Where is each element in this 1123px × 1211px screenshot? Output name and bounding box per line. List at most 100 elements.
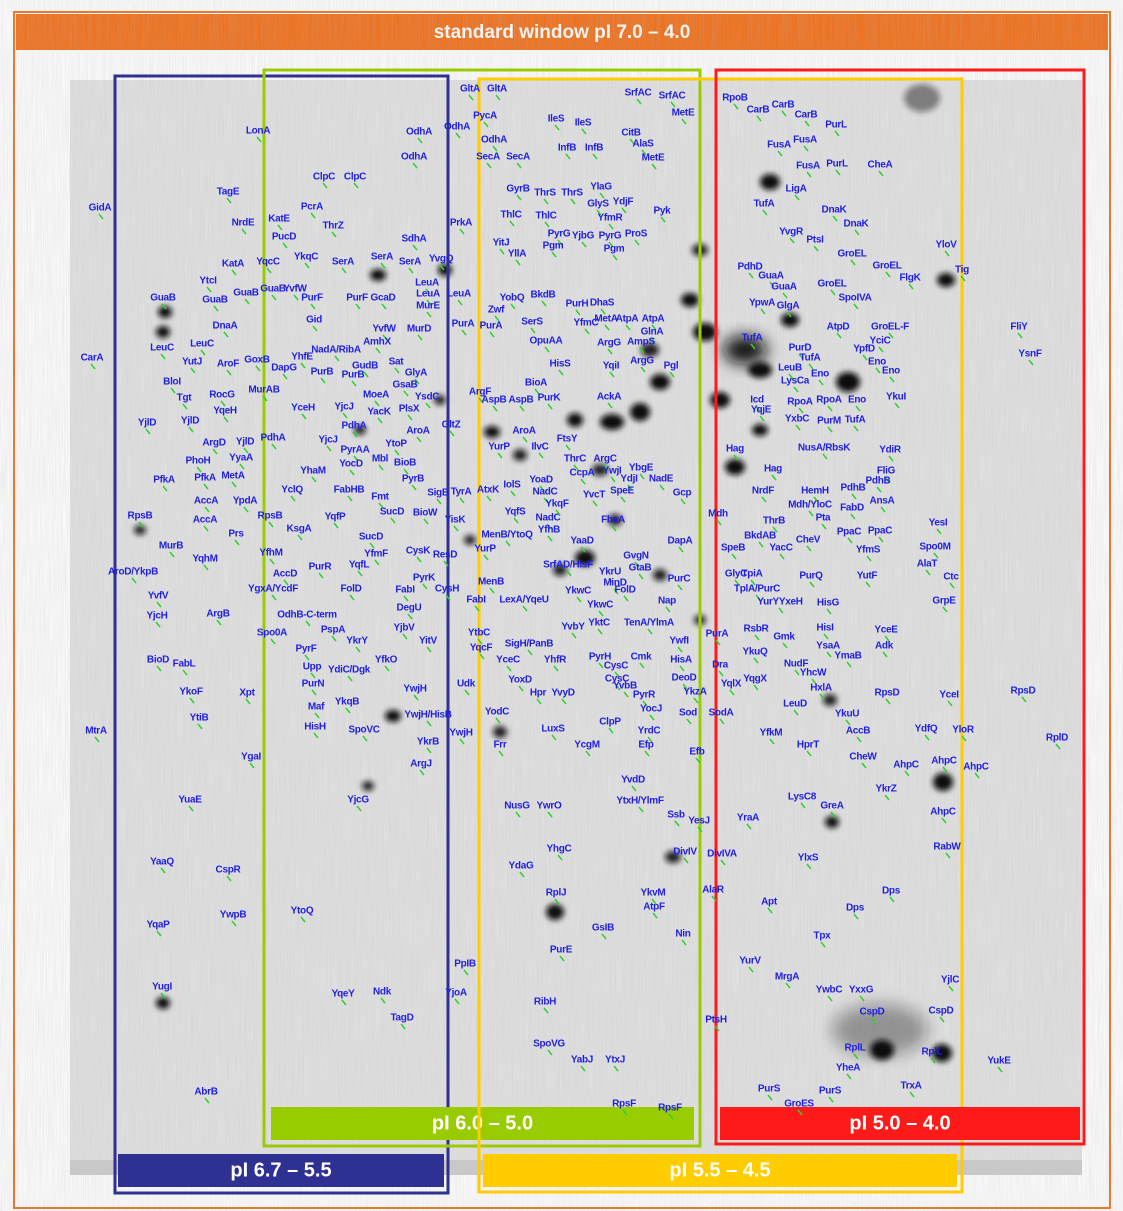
spot-label: SerS bbox=[521, 317, 543, 328]
spot-label: Udk bbox=[457, 679, 476, 690]
spot-label: AhpC bbox=[893, 760, 919, 771]
spot-label: SerA bbox=[399, 257, 421, 268]
spot-label: PurF bbox=[346, 293, 368, 304]
spot-label: SdhA bbox=[402, 234, 427, 245]
spot-label: GvgN bbox=[623, 551, 649, 562]
spot-label: NadA/RibA bbox=[311, 345, 361, 356]
spot-label: MetA bbox=[594, 314, 617, 325]
spot-label: YtxH/YlmF bbox=[616, 796, 664, 807]
spot-label: SecA bbox=[506, 152, 530, 163]
spot-label: YukE bbox=[987, 1056, 1011, 1067]
spot-label: YocD bbox=[339, 459, 363, 470]
spot-label: YjbG bbox=[572, 231, 595, 242]
spot-label: GuaB bbox=[202, 295, 228, 306]
spot-label: AtpA bbox=[616, 314, 639, 325]
spot-label: YjcJ bbox=[318, 435, 337, 446]
spot-label: GidA bbox=[89, 203, 112, 214]
spot-label: PurA bbox=[480, 321, 503, 332]
spot-label: SpeE bbox=[610, 486, 634, 497]
spot-label: KatE bbox=[268, 214, 290, 225]
spot-label: YclQ bbox=[281, 485, 303, 496]
spot-label: FusA bbox=[767, 140, 791, 151]
spot-label: SpoVG bbox=[533, 1039, 565, 1050]
gel-spot bbox=[385, 710, 401, 722]
spot-label: KatA bbox=[222, 259, 244, 270]
spot-label: Cmk bbox=[631, 652, 653, 663]
spot-label: YjlD bbox=[181, 416, 199, 427]
spot-label: YkwC bbox=[565, 586, 591, 597]
spot-label: YtcI bbox=[199, 276, 217, 287]
spot-label: MenB bbox=[478, 577, 504, 588]
spot-label: DegU bbox=[397, 603, 422, 614]
spot-label: YlxS bbox=[798, 853, 819, 864]
spot-label: YutF bbox=[857, 571, 878, 582]
spot-label: HisA bbox=[670, 655, 692, 666]
spot-label: PtsI bbox=[806, 235, 824, 246]
spot-label: YwjI bbox=[603, 466, 622, 477]
spot-label: YjbV bbox=[393, 623, 415, 634]
gel-spot bbox=[493, 726, 507, 738]
spot-label: SecA bbox=[476, 152, 500, 163]
spot-label: TufA bbox=[742, 333, 763, 344]
spot-label: ArgD bbox=[202, 438, 225, 449]
gel-spot bbox=[156, 997, 170, 1009]
spot-label: FlgK bbox=[899, 273, 921, 284]
spot-label: ThrC bbox=[564, 454, 586, 465]
spot-label: ProS bbox=[625, 229, 648, 240]
spot-label: Tig bbox=[955, 265, 969, 276]
spot-label: SerA bbox=[371, 252, 393, 263]
spot-label: FabL bbox=[173, 659, 196, 670]
spot-label: YurV bbox=[739, 956, 761, 967]
spot-label: LeuA bbox=[416, 289, 440, 300]
spot-label: YkuQ bbox=[743, 647, 768, 658]
spot-label: GlgA bbox=[777, 301, 800, 312]
spot-label: YktC bbox=[588, 618, 610, 629]
spot-label: Ssb bbox=[667, 810, 685, 821]
spot-label: Hpr bbox=[530, 688, 547, 699]
spot-label: PurS bbox=[758, 1084, 781, 1095]
spot-label: YfhB bbox=[538, 525, 560, 536]
spot-label: DnaK bbox=[844, 219, 870, 230]
spot-label: YyaA bbox=[229, 453, 253, 464]
spot-label: HisS bbox=[549, 359, 571, 370]
spot-label: Spo0M bbox=[919, 542, 950, 553]
spot-label: YqcC bbox=[256, 257, 280, 268]
spot-label: GltZ bbox=[442, 420, 461, 431]
spot-label: Hag bbox=[726, 444, 744, 455]
spot-label: GuaA bbox=[758, 271, 784, 282]
spot-label: YjcJ bbox=[334, 402, 353, 413]
spot-label: PurL bbox=[825, 120, 847, 131]
spot-label: TufA bbox=[845, 415, 866, 426]
spot-label: AroA bbox=[512, 426, 535, 437]
spot-label: PyrG bbox=[599, 231, 622, 242]
spot-label: YwjH bbox=[449, 728, 472, 739]
spot-label: YtbC bbox=[468, 628, 490, 639]
spot-label: ArgG bbox=[597, 338, 621, 349]
spot-label: Sat bbox=[389, 357, 405, 368]
spot-label: YpfD bbox=[853, 344, 875, 355]
spot-label: YdiC/Dgk bbox=[328, 665, 371, 676]
spot-label: InfB bbox=[558, 143, 576, 154]
gel-spot bbox=[546, 904, 564, 920]
spot-label: IolS bbox=[503, 480, 521, 491]
spot-label: PurK bbox=[538, 393, 562, 404]
spot-label: PurF bbox=[301, 293, 323, 304]
spot-label: YvdD bbox=[621, 775, 645, 786]
spot-label: HisH bbox=[304, 722, 326, 733]
spot-label: YdiR bbox=[879, 445, 902, 456]
spot-label: RpsB bbox=[128, 511, 153, 522]
spot-label: YvbY bbox=[561, 622, 585, 633]
spot-label: TyrA bbox=[451, 487, 472, 498]
spot-label: DnaA bbox=[213, 321, 238, 332]
spot-label: YhcW bbox=[800, 668, 827, 679]
spot-label: AlaR bbox=[702, 885, 725, 896]
spot-label: AspB bbox=[509, 395, 534, 406]
spot-label: PcrA bbox=[301, 202, 323, 213]
spot-label: FtsY bbox=[557, 434, 578, 445]
spot-label: YoxD bbox=[508, 675, 532, 686]
spot-label: YlaG bbox=[590, 182, 612, 193]
gel-spot bbox=[937, 273, 955, 287]
spot-label: AmhX bbox=[363, 337, 391, 348]
spot-label: ThrS bbox=[534, 188, 556, 199]
spot-label: SrfAC bbox=[625, 88, 652, 99]
